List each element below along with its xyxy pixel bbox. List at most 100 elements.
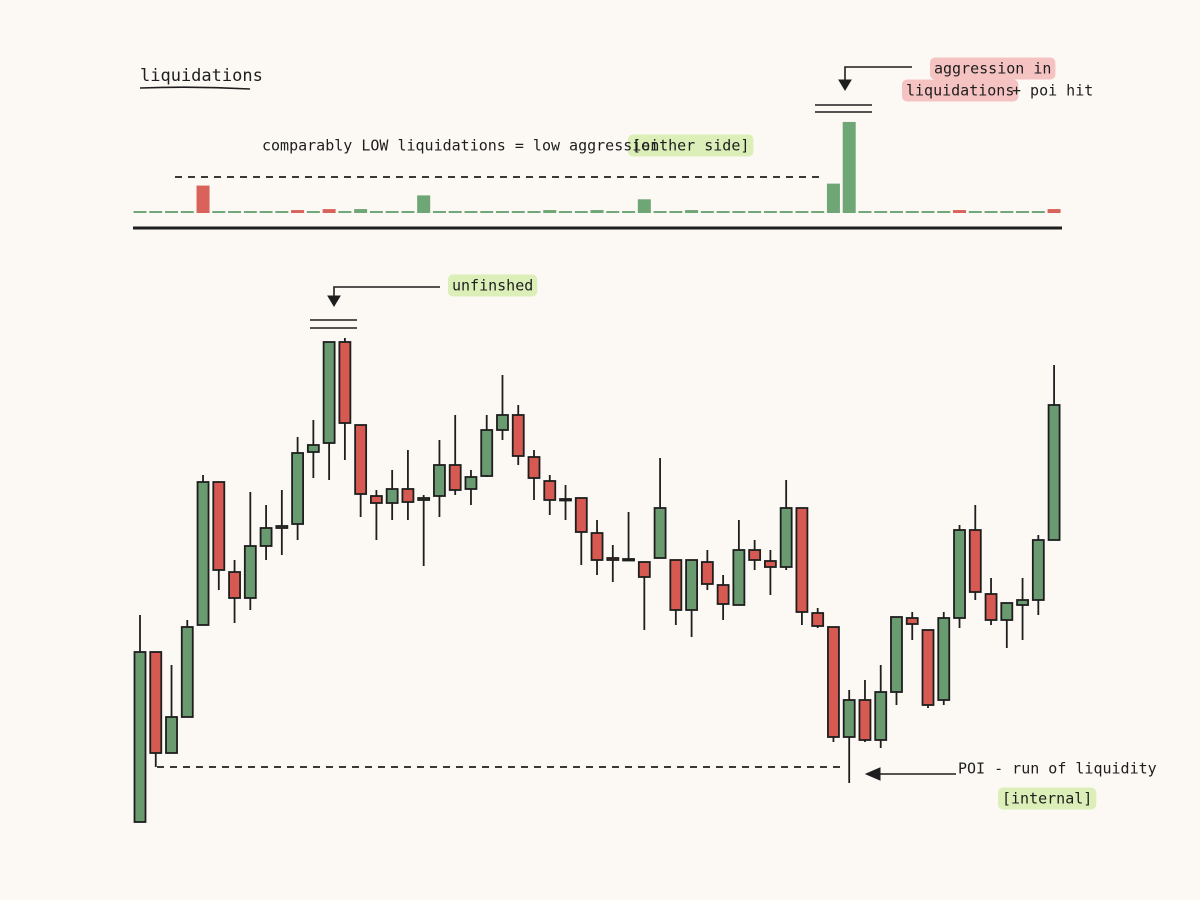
liquidation-bar: [543, 210, 557, 213]
candle-body: [921, 629, 935, 706]
liquidation-bar: [874, 211, 888, 213]
candle-body: [275, 525, 289, 529]
candle-body: [874, 691, 888, 741]
highlight: [998, 787, 1097, 810]
candle-body: [716, 584, 730, 605]
candle-body: [165, 716, 178, 754]
liquidation-bar: [653, 211, 667, 213]
liquidation-bar: [779, 211, 793, 213]
liquidation-bar: [826, 183, 840, 213]
liquidation-bar: [700, 211, 714, 213]
liquidation-bar: [448, 211, 462, 213]
candle-body: [953, 529, 966, 619]
liquidation-bar: [338, 211, 352, 213]
liquidation-bar: [811, 211, 825, 213]
liquidation-bar: [716, 211, 730, 213]
liquidation-bar: [685, 210, 699, 213]
liquidation-bar: [165, 211, 179, 213]
liquidation-bar: [149, 211, 163, 213]
candle-body: [1016, 599, 1029, 606]
candle-body: [669, 559, 683, 611]
liquidation-bar: [275, 211, 289, 213]
candle-body: [496, 414, 509, 431]
candle-body: [748, 549, 762, 561]
candle-body: [685, 559, 698, 611]
candle-body: [1047, 404, 1061, 541]
liquidation-bar: [354, 209, 368, 213]
marks: [133, 121, 1061, 823]
candle-body: [212, 481, 226, 571]
candle-body: [968, 529, 982, 593]
liquidation-bar: [228, 211, 242, 213]
candle-body: [559, 498, 572, 502]
liquidation-bar: [322, 209, 336, 213]
candle-body: [196, 481, 210, 626]
candle-body: [243, 545, 257, 599]
candle-body: [180, 626, 194, 718]
candle-body: [905, 617, 919, 625]
candle-body: [890, 616, 903, 693]
candle-body: [937, 617, 951, 701]
liquidation-bar: [243, 211, 257, 213]
liquidation-bar: [574, 211, 588, 213]
candle-body: [322, 341, 336, 444]
annotation: aggression in: [934, 60, 1051, 78]
candle-body: [291, 452, 305, 525]
liquidation-bar: [196, 185, 210, 213]
liquidation-bar: [527, 211, 541, 213]
liquidation-bar: [937, 211, 951, 213]
liquidation-bar: [606, 211, 620, 213]
candle-body: [653, 507, 667, 559]
candle-body: [259, 527, 273, 547]
highlight: [930, 57, 1056, 80]
candle-body: [433, 464, 446, 497]
liquidation-bar: [259, 211, 273, 213]
candle-body: [700, 561, 714, 585]
candle-body: [827, 626, 840, 738]
candle-body: [149, 651, 163, 754]
annotation: POI - run of liquidity: [958, 760, 1157, 778]
liquidation-bar: [401, 211, 415, 213]
candle-body: [511, 414, 525, 457]
liquidation-bar: [385, 211, 399, 213]
candle-body: [401, 488, 415, 503]
decorations: [133, 66, 1062, 781]
candle-body: [543, 480, 557, 501]
liquidation-bar: [1047, 209, 1061, 213]
highlights: [448, 57, 1097, 810]
liquidation-bar: [212, 211, 226, 213]
liquidation-bar: [669, 211, 683, 213]
liquidation-bar: [889, 211, 903, 213]
candle-body: [228, 571, 241, 599]
candle-body: [448, 464, 462, 491]
candle-body: [464, 476, 478, 490]
candle-body: [369, 495, 383, 504]
candle-body: [858, 699, 872, 741]
liquidation-bar: [795, 211, 809, 213]
annotation-tag: [internal]: [1002, 790, 1092, 808]
liquidation-bar: [369, 211, 383, 213]
liquidation-bar: [291, 210, 305, 213]
annotation: + poi hit: [1012, 82, 1093, 100]
liquidation-bar: [495, 211, 509, 213]
candle-body: [480, 429, 494, 477]
liquidation-bar: [133, 211, 147, 213]
candle-body: [590, 532, 604, 561]
liquidation-bar: [763, 211, 777, 213]
highlight: [902, 79, 1019, 102]
candle-body: [637, 561, 651, 578]
candle-body: [354, 424, 368, 495]
arrow-head: [327, 295, 341, 307]
liquidation-bar: [306, 211, 320, 213]
liquidation-bar: [590, 210, 604, 213]
candle-body: [133, 651, 147, 823]
candle-body: [764, 560, 777, 568]
liquidation-bar: [905, 211, 919, 213]
candle-body: [417, 497, 431, 501]
highlight: [628, 134, 754, 157]
liquidation-bar: [858, 211, 872, 213]
chart-title: liquidations: [140, 66, 263, 86]
candle-body: [622, 558, 635, 562]
